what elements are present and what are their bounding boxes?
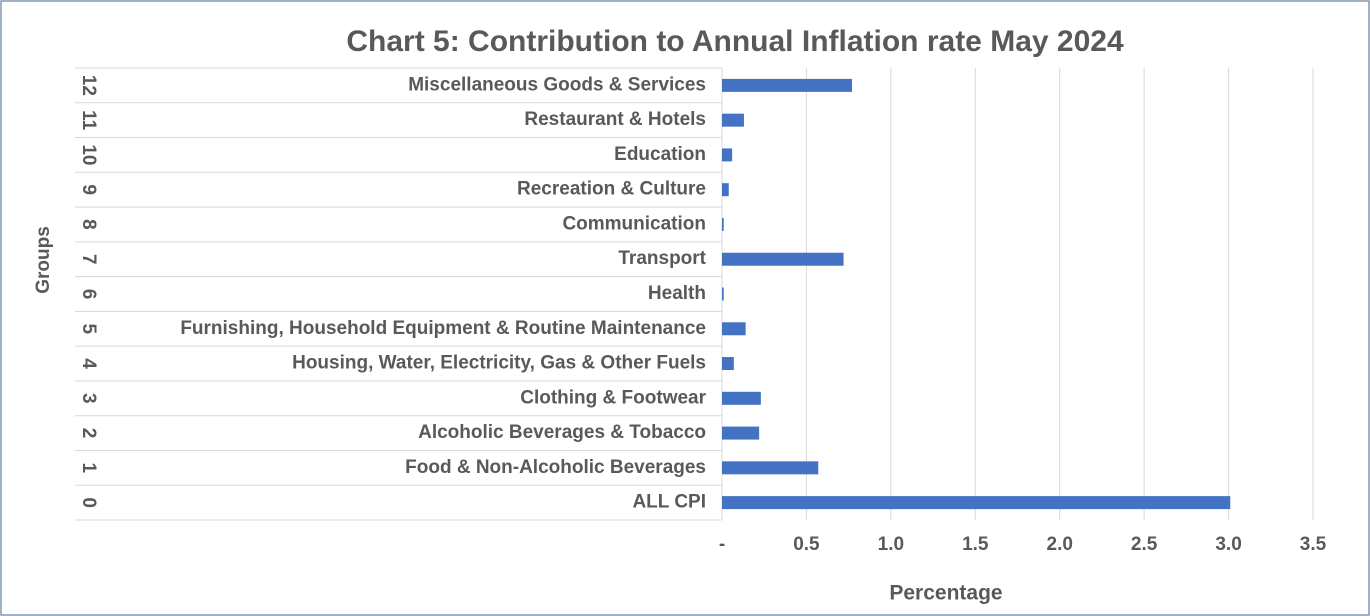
y-tick-label: Transport bbox=[618, 248, 706, 269]
chart-title: Chart 5: Contribution to Annual Inflatio… bbox=[346, 25, 1124, 58]
group-label: 9 bbox=[78, 184, 99, 195]
group-label: 6 bbox=[78, 289, 99, 300]
x-tick-label: 2.5 bbox=[1131, 534, 1158, 555]
bar bbox=[722, 461, 819, 475]
group-label: 10 bbox=[78, 144, 99, 165]
bar bbox=[722, 217, 724, 231]
bar bbox=[722, 322, 746, 336]
x-tick-label: 0.5 bbox=[793, 534, 820, 555]
x-tick-label: 2.0 bbox=[1047, 534, 1073, 555]
bar bbox=[722, 357, 734, 371]
y-tick-label: Furnishing, Household Equipment & Routin… bbox=[180, 318, 706, 339]
bar bbox=[722, 426, 760, 440]
y-tick-label: Miscellaneous Goods & Services bbox=[408, 74, 706, 95]
group-label: 0 bbox=[78, 497, 99, 508]
y-tick-label: Health bbox=[648, 283, 706, 304]
x-tick-label: 3.5 bbox=[1300, 534, 1327, 555]
group-label: 4 bbox=[78, 358, 99, 369]
group-label: 2 bbox=[78, 428, 99, 439]
group-label: 8 bbox=[78, 219, 99, 230]
y-tick-label: ALL CPI bbox=[632, 492, 706, 513]
bar bbox=[722, 113, 744, 127]
y-tick-label: Housing, Water, Electricity, Gas & Other… bbox=[292, 353, 706, 374]
y-tick-label: Recreation & Culture bbox=[517, 179, 706, 200]
y-tick-label: Alcoholic Beverages & Tobacco bbox=[418, 422, 706, 443]
x-tick-label: - bbox=[719, 534, 725, 555]
group-label: 1 bbox=[78, 463, 99, 474]
y-axis-label: Groups bbox=[33, 226, 54, 294]
group-label: 11 bbox=[78, 110, 99, 131]
bar bbox=[722, 391, 761, 405]
y-tick-label: Communication bbox=[562, 213, 706, 234]
group-label: 12 bbox=[78, 75, 99, 96]
y-tick-label: Clothing & Footwear bbox=[520, 387, 706, 408]
x-axis-label: Percentage bbox=[889, 582, 1002, 605]
bar bbox=[722, 496, 1231, 510]
group-label: 5 bbox=[78, 323, 99, 334]
group-label: 3 bbox=[78, 393, 99, 404]
y-tick-label: Restaurant & Hotels bbox=[524, 109, 706, 130]
x-tick-label: 1.0 bbox=[878, 534, 904, 555]
bar bbox=[722, 252, 844, 266]
bar bbox=[722, 287, 724, 301]
y-tick-label: Education bbox=[614, 144, 706, 165]
y-tick-label: Food & Non-Alcoholic Beverages bbox=[405, 457, 706, 478]
x-tick-label: 3.0 bbox=[1215, 534, 1241, 555]
bar bbox=[722, 148, 733, 162]
x-tick-label: 1.5 bbox=[962, 534, 989, 555]
bar bbox=[722, 78, 853, 92]
bar bbox=[722, 183, 729, 197]
group-label: 7 bbox=[78, 254, 99, 265]
